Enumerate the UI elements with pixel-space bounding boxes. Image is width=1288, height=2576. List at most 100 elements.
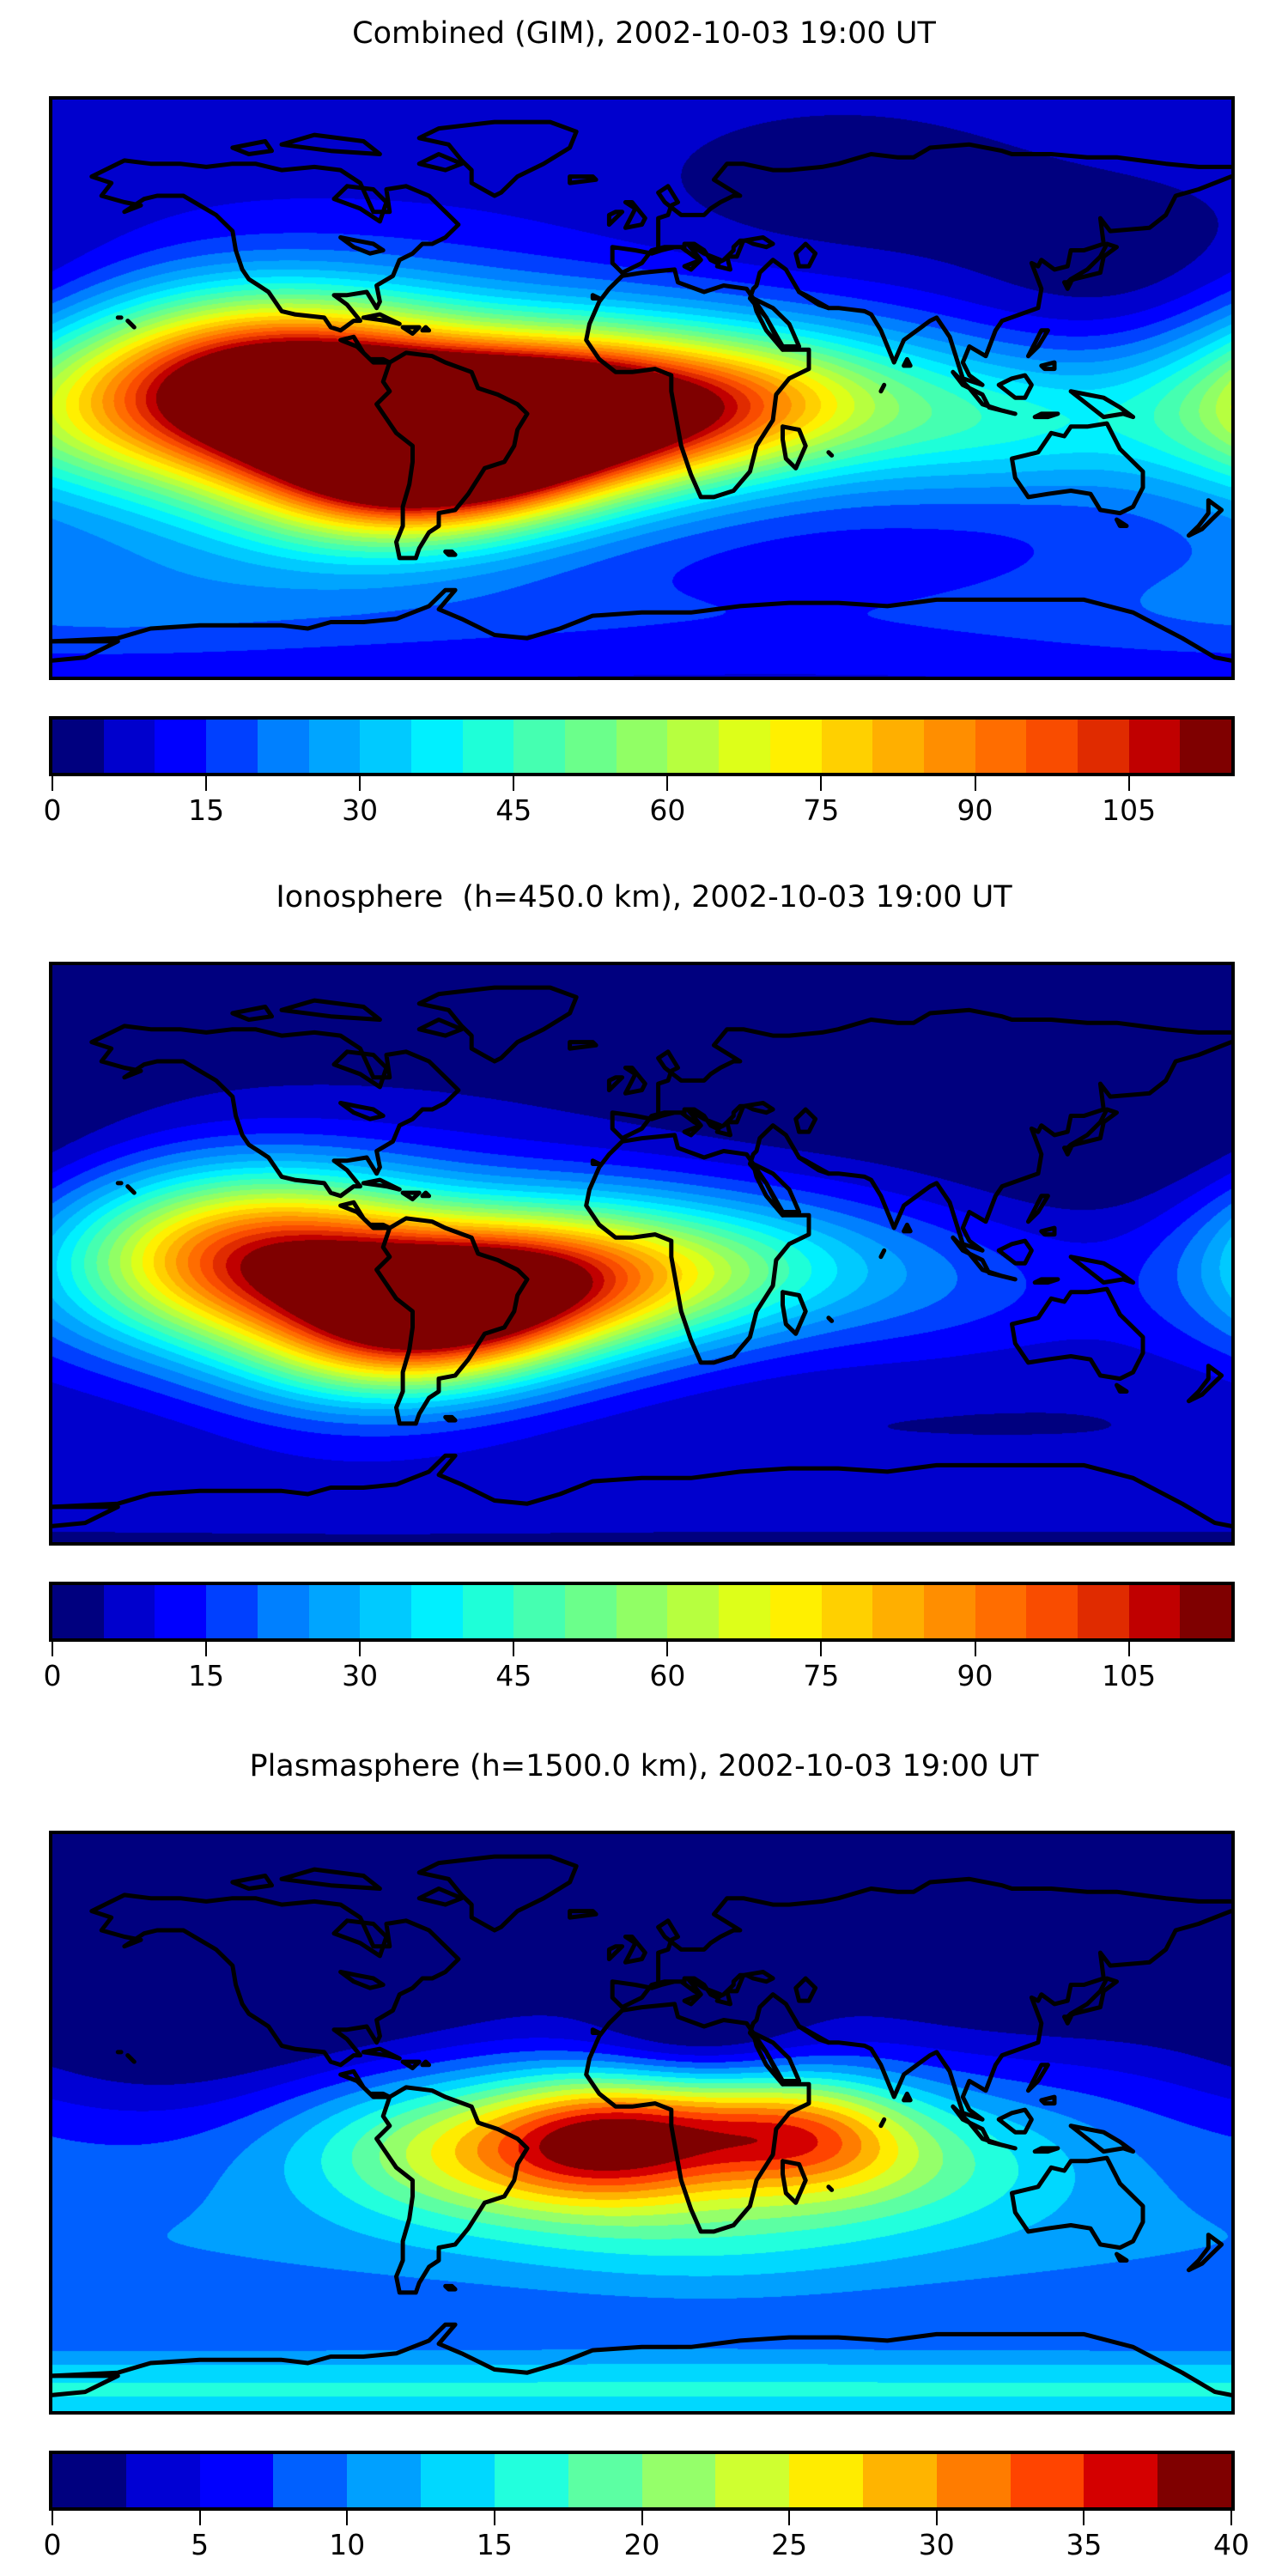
colorbar-segment bbox=[789, 2454, 863, 2507]
coastline-path bbox=[1068, 1255, 1136, 1285]
coastline-path bbox=[781, 424, 808, 471]
coastline-path bbox=[1039, 360, 1057, 372]
coastline-path bbox=[230, 1005, 274, 1022]
coastline-path bbox=[125, 1184, 137, 1195]
coastline-path bbox=[584, 1133, 811, 1365]
colorbar-tick-label: 60 bbox=[649, 793, 686, 827]
coastline-path bbox=[374, 1216, 530, 1426]
tec-contour-canvas bbox=[52, 965, 1231, 1542]
colorbar-tick-label: 20 bbox=[623, 2528, 660, 2561]
colorbar-tick-label: 40 bbox=[1213, 2528, 1249, 2561]
coastline-path bbox=[623, 1066, 647, 1096]
colorbar-segment bbox=[1128, 720, 1181, 773]
colorbar-segment bbox=[155, 720, 207, 773]
coastline-path bbox=[361, 312, 402, 326]
colorbar-segment bbox=[667, 720, 720, 773]
coastline-svg bbox=[52, 119, 1231, 663]
coastline-path bbox=[1186, 2233, 1224, 2273]
coastline-path bbox=[400, 325, 422, 336]
coastline-path bbox=[951, 369, 1018, 416]
coastline-path bbox=[1115, 1382, 1129, 1394]
colorbar-segment bbox=[52, 720, 104, 773]
colorbar-segment bbox=[821, 720, 873, 773]
colorbar-tick-label: 0 bbox=[43, 1659, 62, 1692]
colorbar-tick-label: 105 bbox=[1102, 793, 1157, 827]
colorbar-segment bbox=[923, 1585, 975, 1638]
colorbar-segment bbox=[421, 2454, 495, 2507]
coastline-overlay-ionosphere bbox=[52, 965, 1231, 1542]
colorbar-segment bbox=[1078, 1585, 1129, 1638]
coastline-path bbox=[279, 1867, 382, 1891]
coastline-path bbox=[420, 1190, 432, 1199]
colorbar-tick bbox=[513, 776, 515, 791]
coastline-svg bbox=[52, 985, 1231, 1528]
colorbar-tick bbox=[1083, 2511, 1085, 2525]
coastline-path bbox=[1039, 1225, 1057, 1237]
colorbar-tick-label: 30 bbox=[342, 1659, 379, 1692]
coastline-path bbox=[1062, 2014, 1073, 2026]
coastline-path bbox=[656, 1007, 1231, 1118]
coastline-path bbox=[279, 132, 382, 156]
colorbar-segment bbox=[513, 1585, 566, 1638]
coastline-path bbox=[590, 2027, 602, 2035]
coastline-path bbox=[793, 1107, 818, 1134]
colorbar-segment bbox=[715, 2454, 790, 2507]
colorbar-segment bbox=[1157, 2454, 1231, 2507]
coastline-path bbox=[52, 2373, 120, 2397]
coastline-path bbox=[443, 549, 458, 557]
colorbar-segment bbox=[125, 2454, 200, 2507]
coastline-overlay-plasmasphere bbox=[52, 1834, 1231, 2411]
tec-field-plasmasphere bbox=[52, 1834, 1231, 2411]
colorbar-tick bbox=[52, 2511, 53, 2525]
colorbar-ionosphere: 0 15 30 45 60 75 90 105 bbox=[44, 1582, 1235, 1697]
colorbar-segment bbox=[568, 2454, 642, 2507]
colorbar-ticks-plasmasphere bbox=[49, 2511, 1235, 2528]
colorbar-tick bbox=[666, 776, 669, 791]
coastline-path bbox=[750, 2031, 802, 2083]
coastline-path bbox=[52, 1453, 1231, 1528]
colorbar-tick-label: 0 bbox=[43, 2528, 62, 2561]
coastline-path bbox=[420, 325, 432, 333]
colorbar-tick bbox=[935, 2511, 938, 2525]
coastline-path bbox=[590, 293, 602, 301]
panel-plasmasphere: Plasmasphere (h=1500.0 km), 2002-10-03 1… bbox=[0, 1726, 1288, 2576]
colorbar-tick-label: 5 bbox=[191, 2528, 210, 2561]
coastline-svg bbox=[52, 1854, 1231, 2397]
coastline-path bbox=[623, 200, 647, 230]
colorbar-segment bbox=[52, 1585, 104, 1638]
coastline-path bbox=[1010, 2155, 1145, 2251]
colorbar-tick bbox=[198, 2511, 201, 2525]
colorbar-segment bbox=[1078, 720, 1129, 773]
coastline-path bbox=[610, 1101, 775, 1141]
coastline-path bbox=[606, 1944, 625, 1962]
colorbar-segment bbox=[719, 1585, 770, 1638]
coastline-path bbox=[400, 2059, 422, 2070]
coastline-path bbox=[878, 2117, 887, 2129]
coastline-path bbox=[568, 1909, 598, 1920]
colorbar-segment bbox=[360, 1585, 411, 1638]
colorbar-tick-label: 15 bbox=[188, 1659, 225, 1692]
coastline-path bbox=[1032, 2146, 1060, 2154]
coastline-path bbox=[793, 1976, 818, 2003]
coastline-path bbox=[331, 184, 389, 224]
coastline-path bbox=[902, 356, 913, 368]
colorbar-tick-label: 15 bbox=[188, 793, 225, 827]
colorbar-segment bbox=[273, 2454, 348, 2507]
colorbar-tick-labels-combined: 0 15 30 45 60 75 90 105 bbox=[44, 793, 1235, 831]
colorbar-tick bbox=[1230, 2511, 1232, 2525]
coastline-path bbox=[125, 319, 137, 330]
tec-field-combined bbox=[52, 100, 1231, 677]
coastline-path bbox=[623, 1935, 647, 1965]
colorbar-segment bbox=[360, 720, 411, 773]
coastline-path bbox=[416, 1886, 465, 1907]
coastline-path bbox=[416, 985, 579, 1064]
coastline-path bbox=[747, 174, 1231, 387]
colorbar-tick bbox=[1127, 776, 1130, 791]
colorbar-segment bbox=[206, 1585, 258, 1638]
colorbar-tick bbox=[974, 1642, 976, 1656]
colorbar-plasmasphere: 0 5 10 15 20 25 30 35 40 bbox=[44, 2451, 1249, 2566]
colorbar-tick-label: 25 bbox=[771, 2528, 808, 2561]
colorbar-tick bbox=[641, 2511, 643, 2525]
coastline-path bbox=[1065, 241, 1119, 285]
